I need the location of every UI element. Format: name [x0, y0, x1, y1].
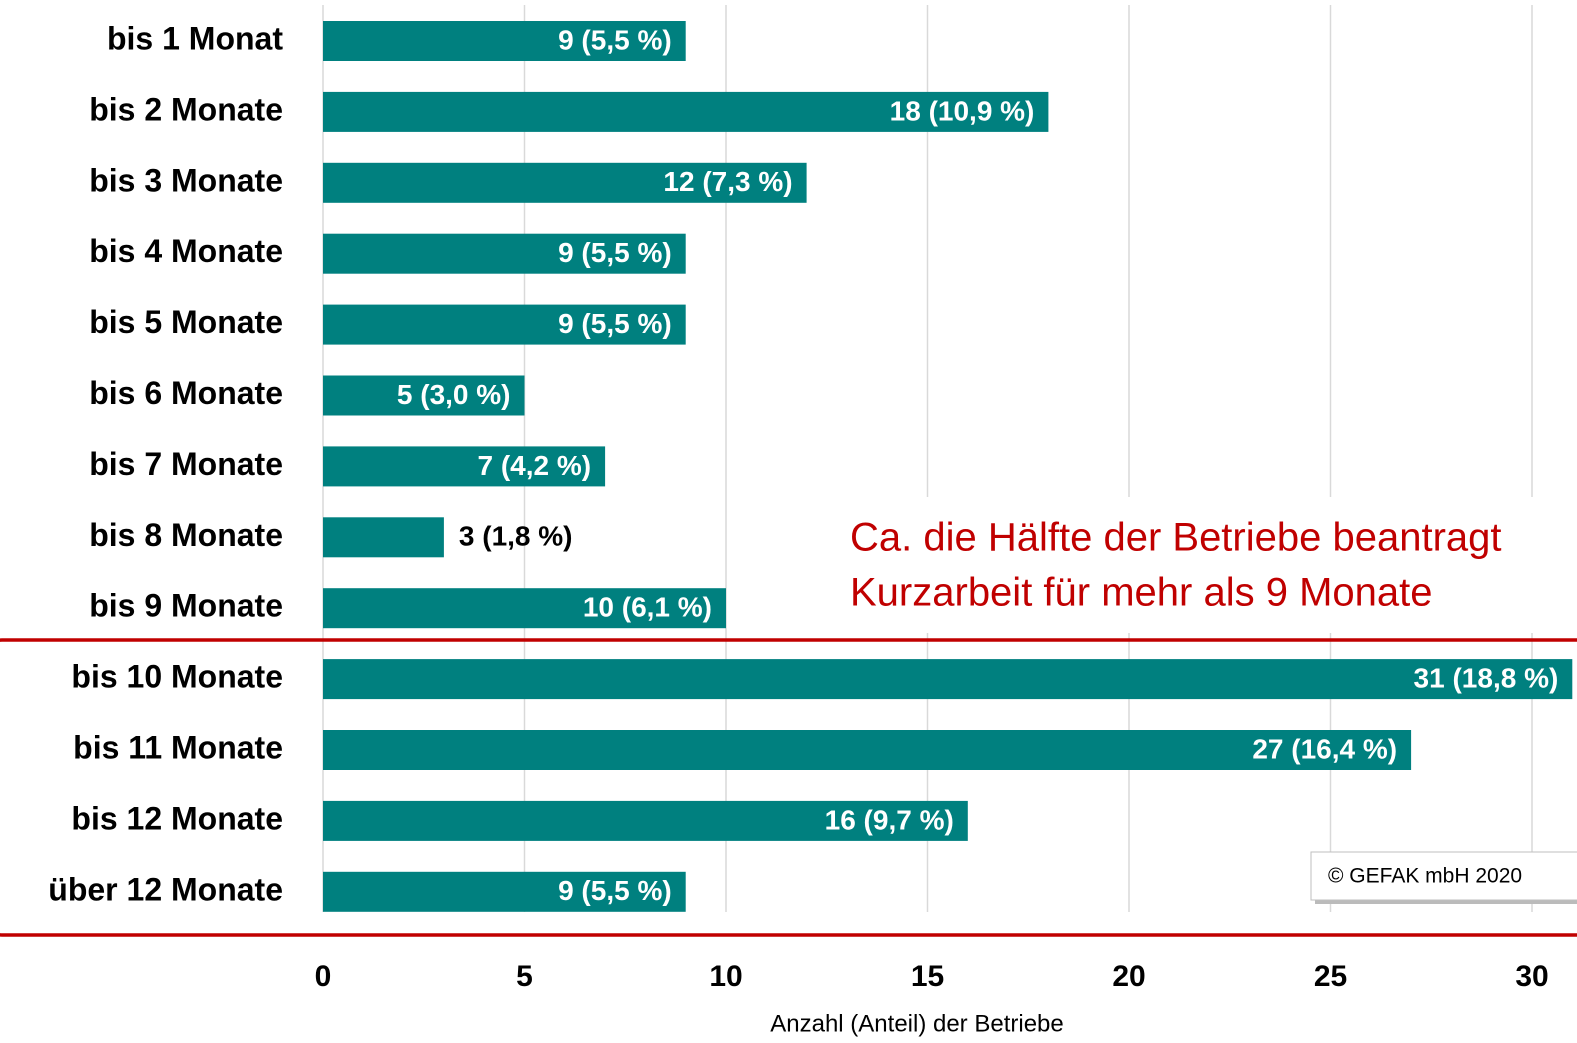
x-tick-label: 20 [1112, 960, 1145, 993]
value-label: 9 (5,5 %) [558, 24, 672, 55]
annotation-bg [835, 497, 1577, 633]
y-tick-label: bis 9 Monate [89, 588, 283, 624]
x-axis-label: Anzahl (Anteil) der Betriebe [770, 1010, 1063, 1037]
bar [323, 21, 686, 61]
value-label: 18 (10,9 %) [890, 95, 1035, 126]
value-label: 31 (18,8 %) [1414, 662, 1559, 693]
copyright: © GEFAK mbH 2020 [1328, 865, 1522, 888]
value-label: 3 (1,8 %) [459, 521, 573, 552]
x-tick-label: 0 [315, 960, 332, 993]
y-tick-label: bis 10 Monate [71, 659, 283, 695]
bar [323, 446, 606, 487]
y-tick-label: bis 3 Monate [89, 162, 283, 198]
bar [323, 517, 444, 558]
bar [323, 304, 686, 345]
y-tick-label: bis 8 Monate [89, 517, 283, 553]
y-tick-label: bis 7 Monate [89, 446, 283, 482]
value-label: 16 (9,7 %) [825, 804, 954, 835]
copyright-box [1310, 851, 1577, 901]
bar [323, 659, 1573, 700]
bar [323, 162, 807, 203]
annotation: Ca. die Hälfte der Betriebe beantragt [850, 516, 1502, 560]
x-tick-label: 30 [1515, 960, 1548, 993]
bar [323, 588, 726, 629]
y-tick-label: bis 2 Monate [89, 91, 283, 127]
y-tick-label: bis 4 Monate [89, 233, 283, 269]
y-tick-label: bis 5 Monate [89, 304, 283, 340]
value-label: 9 (5,5 %) [558, 875, 672, 906]
bar [323, 730, 1412, 770]
y-tick-label: bis 1 Monat [107, 20, 283, 56]
value-label: 12 (7,3 %) [663, 166, 792, 197]
bar [323, 91, 1049, 132]
value-label: 10 (6,1 %) [583, 592, 712, 623]
highlight-box [0, 638, 1577, 937]
bar [323, 800, 968, 841]
y-tick-label: bis 11 Monate [73, 729, 283, 765]
y-tick-label: über 12 Monate [48, 871, 283, 907]
value-label: 27 (16,4 %) [1252, 733, 1397, 764]
value-label: 9 (5,5 %) [558, 237, 672, 268]
x-tick-label: 10 [709, 960, 742, 993]
x-tick-label: 25 [1314, 960, 1347, 993]
value-label: 5 (3,0 %) [397, 379, 511, 410]
y-tick-label: bis 6 Monate [89, 375, 283, 411]
bar [323, 375, 525, 416]
x-tick-label: 5 [516, 960, 533, 993]
annotation: Kurzarbeit für mehr als 9 Monate [850, 571, 1432, 615]
x-tick-label: 15 [911, 960, 944, 993]
bar [323, 871, 686, 912]
y-tick-label: bis 12 Monate [71, 800, 283, 836]
value-label: 9 (5,5 %) [558, 308, 672, 339]
value-label: 7 (4,2 %) [477, 450, 591, 481]
bar [323, 233, 686, 274]
